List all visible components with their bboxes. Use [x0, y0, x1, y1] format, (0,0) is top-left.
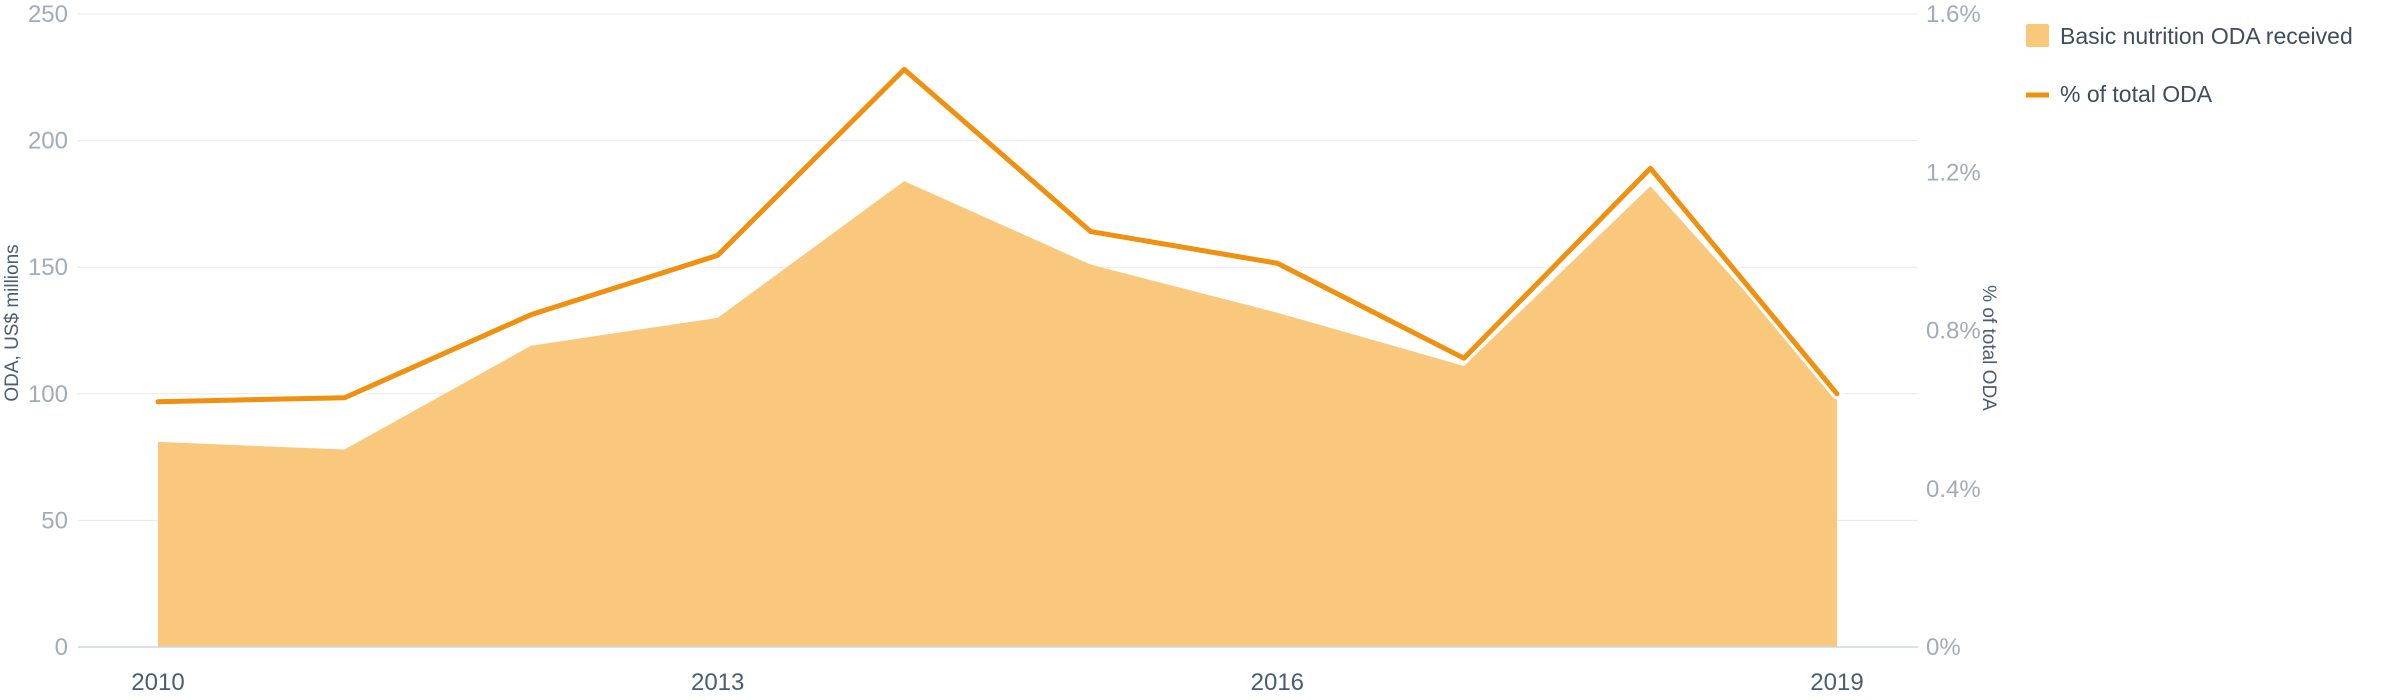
line-data-point [1461, 355, 1467, 361]
y-right-tick-label: 0.4% [1926, 476, 1981, 503]
line-data-point [715, 252, 721, 258]
area-layer [155, 178, 1837, 647]
area-data-point [155, 439, 161, 445]
x-tick-label: 2019 [1810, 669, 1863, 696]
line-data-point [528, 312, 534, 318]
y-left-axis-title: ODA, US$ millions [2, 244, 23, 401]
line-data-point [155, 399, 161, 405]
y-left-tick-label: 250 [28, 1, 68, 28]
area-data-point [342, 447, 348, 453]
area-series-basic-nutrition-oda [158, 181, 1837, 647]
y-left-tick-label: 50 [41, 507, 68, 534]
axis-layer: 0 50 100 150 200 250 0% 0.4% 0.8% 1.2% 1.6% 2010 201… [28, 1, 1981, 696]
legend-item-line[interactable]: % of total ODA [2026, 81, 2213, 107]
y-right-tick-label: 1.6% [1926, 1, 1981, 28]
line-data-point [342, 395, 348, 401]
area-data-point [1088, 262, 1094, 268]
line-series-percent-total-oda [155, 66, 1840, 405]
x-tick-label: 2013 [691, 669, 744, 696]
y-left-tick-label: 0 [55, 634, 68, 661]
line-data-point [1647, 165, 1653, 171]
line-data-point [901, 66, 907, 72]
y-right-tick-label: 0% [1926, 634, 1961, 661]
legend-label-line: % of total ODA [2060, 81, 2213, 107]
line-data-point [1088, 229, 1094, 235]
area-data-point [1274, 310, 1280, 316]
legend-label-area: Basic nutrition ODA received [2060, 23, 2353, 49]
area-data-point [528, 343, 534, 349]
legend-swatch-area [2026, 24, 2049, 47]
legend-item-area[interactable]: Basic nutrition ODA received [2026, 23, 2353, 49]
y-right-tick-label: 1.2% [1926, 159, 1981, 186]
y-left-tick-label: 150 [28, 254, 68, 281]
area-data-point [715, 315, 721, 321]
y-left-tick-label: 200 [28, 128, 68, 155]
area-data-point [1647, 183, 1653, 189]
line-data-point [1274, 260, 1280, 266]
y-right-axis-title: % of total ODA [1978, 285, 1999, 411]
area-data-point [1461, 363, 1467, 369]
line-data-point [1834, 391, 1840, 397]
y-left-tick-label: 100 [28, 381, 68, 408]
x-tick-label: 2016 [1251, 669, 1304, 696]
y-right-tick-label: 0.8% [1926, 318, 1981, 345]
x-tick-label: 2010 [131, 669, 184, 696]
line-layer [152, 63, 1843, 408]
legend[interactable]: Basic nutrition ODA received % of total … [2026, 23, 2353, 107]
area-data-point [901, 178, 907, 184]
